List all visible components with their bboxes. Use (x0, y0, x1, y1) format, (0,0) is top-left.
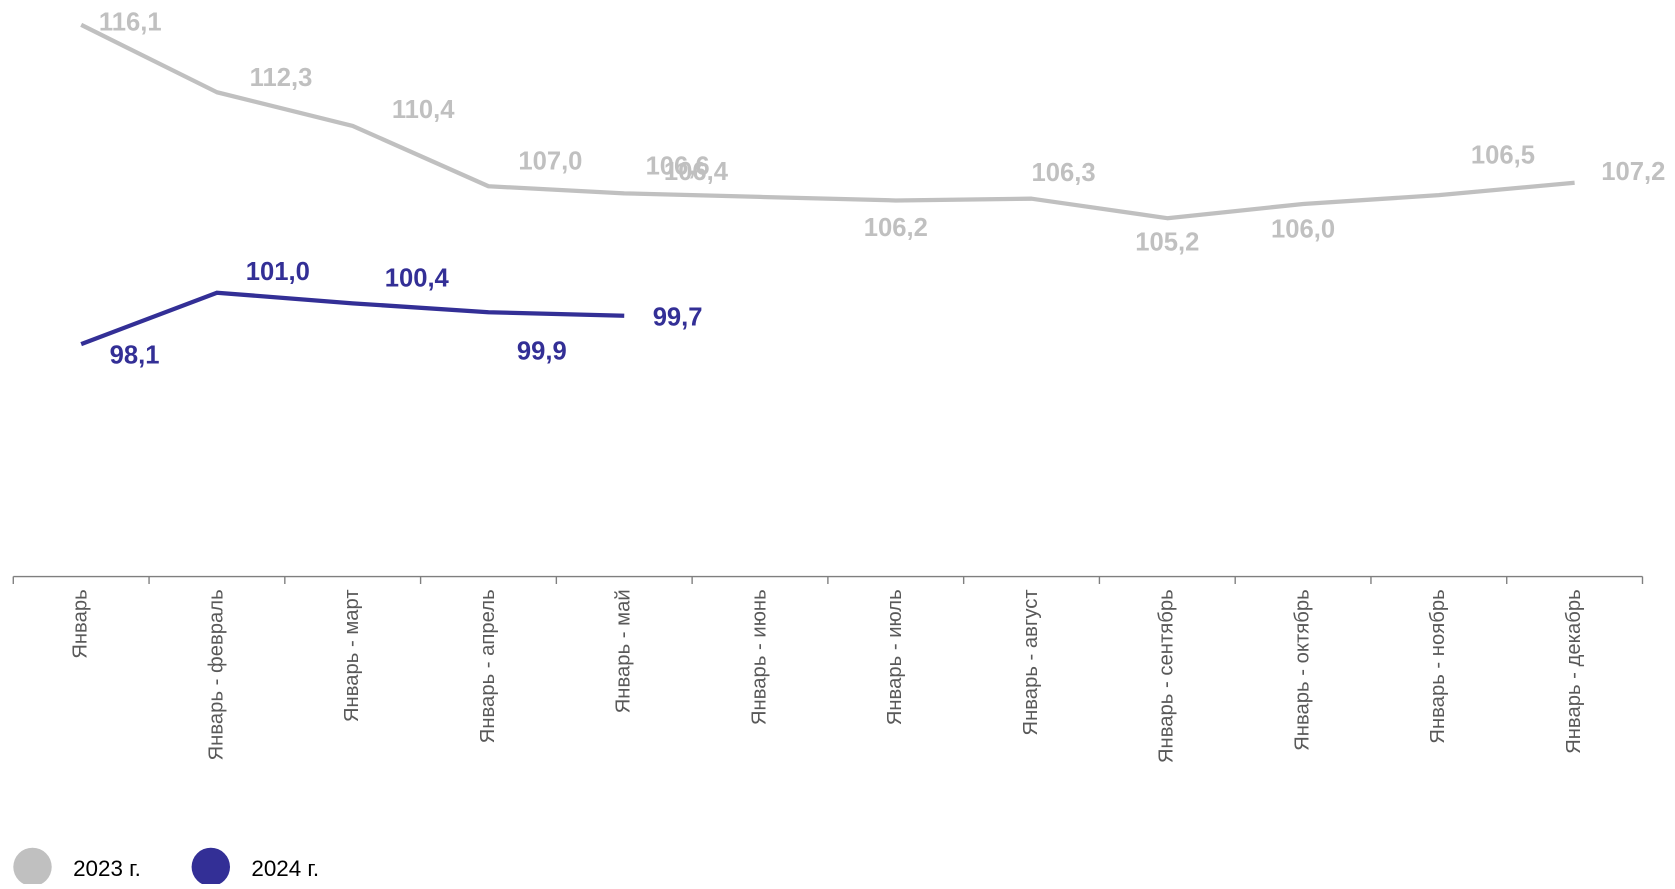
legend-label: 2023 г. (73, 856, 141, 881)
data-label: 107,2 (1601, 158, 1665, 186)
series-line (80, 290, 625, 347)
x-tick-label: Январь - октябрь (1291, 589, 1313, 751)
data-label: 110,4 (392, 96, 455, 124)
data-label: 107,0 (518, 148, 582, 176)
data-label: 99,7 (653, 304, 703, 332)
x-tick-label: Январь - май (613, 589, 635, 713)
x-tick-label: Январь - декабрь (1563, 589, 1585, 754)
data-label: 100,4 (385, 265, 450, 293)
data-label: 106,4 (664, 158, 729, 186)
data-label: 106,2 (864, 214, 928, 242)
x-tick-label: Январь - ноябрь (1427, 589, 1449, 743)
x-tick-label: Январь - сентябрь (1156, 589, 1178, 763)
legend-marker (13, 847, 52, 887)
data-label: 106,0 (1271, 215, 1335, 243)
x-tick-label: Январь - июнь (748, 589, 770, 725)
data-label: 101,0 (246, 258, 310, 286)
x-tick-label: Январь - февраль (205, 589, 227, 760)
data-label: 99,9 (517, 338, 567, 366)
data-label: 106,3 (1032, 159, 1096, 187)
x-tick-label: Январь (70, 589, 92, 658)
data-label: 112,3 (250, 64, 313, 92)
data-label: 106,5 (1471, 141, 1535, 169)
data-label: 116,1 (99, 9, 162, 37)
x-tick-label: Январь - март (341, 589, 363, 722)
x-tick-label: Январь - апрель (477, 589, 499, 743)
x-tick-label: Январь - июль (884, 589, 906, 725)
legend-marker (191, 847, 231, 887)
data-label: 98,1 (110, 342, 160, 370)
data-label: 106,6 (646, 152, 710, 180)
x-tick-label: Январь - август (1020, 589, 1042, 735)
legend-label: 2024 г. (251, 856, 319, 881)
series-line (80, 22, 1575, 221)
data-label: 105,2 (1135, 229, 1199, 257)
